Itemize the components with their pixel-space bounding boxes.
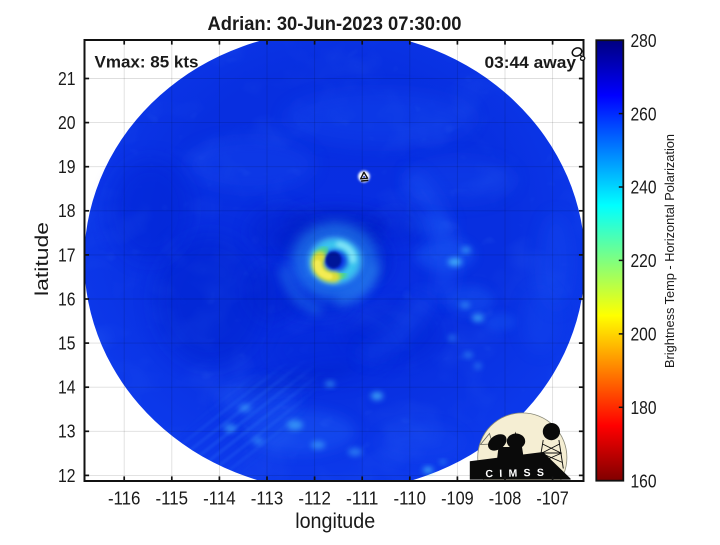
svg-text:13: 13 [58, 421, 76, 442]
svg-text:Brightness Temp - Horizontal P: Brightness Temp - Horizontal Polarizatio… [662, 134, 677, 368]
svg-text:-114: -114 [203, 488, 236, 509]
svg-text:-113: -113 [251, 488, 284, 509]
svg-text:-115: -115 [156, 488, 189, 509]
svg-text:03:44 away: 03:44 away [485, 53, 577, 72]
svg-text:180: 180 [631, 397, 657, 418]
svg-text:17: 17 [58, 244, 76, 265]
svg-text:200: 200 [631, 324, 657, 345]
svg-text:14: 14 [58, 377, 76, 398]
svg-text:longitude: longitude [295, 510, 375, 533]
svg-text:-111: -111 [346, 488, 379, 509]
svg-text:220: 220 [631, 250, 657, 271]
svg-text:latitude: latitude [32, 222, 52, 296]
svg-text:-112: -112 [298, 488, 331, 509]
svg-text:19: 19 [58, 156, 76, 177]
svg-text:-110: -110 [394, 488, 427, 509]
svg-text:20: 20 [58, 112, 76, 133]
svg-text:240: 240 [631, 177, 657, 198]
svg-text:12: 12 [58, 465, 76, 486]
svg-text:260: 260 [631, 103, 657, 124]
svg-text:160: 160 [631, 470, 657, 491]
svg-text:280: 280 [631, 30, 657, 51]
svg-text:15: 15 [58, 333, 76, 354]
svg-text:Vmax: 85 kts: Vmax: 85 kts [95, 54, 199, 72]
svg-text:-107: -107 [536, 488, 569, 509]
svg-text:16: 16 [58, 288, 76, 309]
svg-text:-109: -109 [441, 488, 474, 509]
svg-text:C I M S S: C I M S S [485, 467, 546, 481]
svg-text:-108: -108 [489, 488, 522, 509]
svg-text:21: 21 [58, 68, 76, 89]
svg-text:-116: -116 [108, 488, 141, 509]
svg-text:Adrian: 30-Jun-2023 07:30:00: Adrian: 30-Jun-2023 07:30:00 [208, 14, 462, 35]
svg-text:18: 18 [58, 200, 76, 221]
